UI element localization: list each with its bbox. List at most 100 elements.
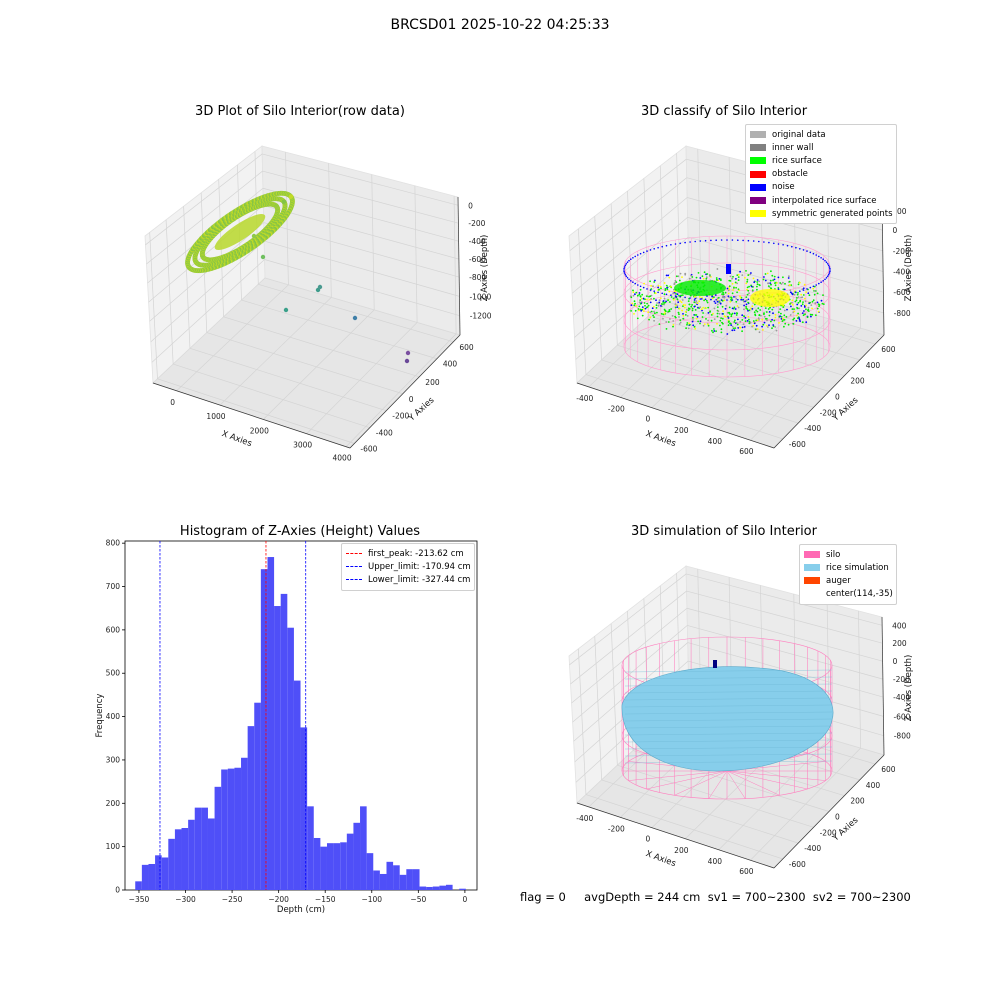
classified-point (679, 319, 682, 322)
classified-point (766, 272, 769, 275)
classified-point (762, 323, 765, 326)
classified-point (716, 306, 719, 308)
surface-mesh (624, 725, 833, 729)
classified-point (630, 310, 632, 312)
classified-point (668, 290, 671, 293)
x-tick-label: −50 (410, 895, 426, 904)
classified-point (637, 308, 640, 310)
classified-point (763, 313, 765, 316)
y-tick-label: 0 (835, 813, 840, 822)
classified-point (705, 276, 708, 279)
y-gridline (585, 374, 783, 440)
classified-point (748, 320, 751, 323)
classified-point (711, 329, 713, 332)
histogram-bar (135, 881, 142, 890)
classified-point (685, 327, 687, 330)
classified-point (745, 303, 748, 306)
z-gridline (570, 590, 687, 685)
noise-point (815, 254, 817, 256)
noise-point (802, 249, 805, 251)
classified-point (807, 306, 810, 309)
classified-point (639, 301, 641, 304)
outlier-point (405, 350, 411, 356)
classified-point (746, 320, 749, 322)
classified-point (782, 306, 785, 308)
classified-point (703, 323, 706, 325)
z-tick-label: 0 (892, 226, 897, 235)
classified-point (679, 272, 682, 275)
classified-point (649, 311, 652, 314)
classified-point (668, 276, 671, 279)
classified-point (736, 312, 739, 315)
classified-point (691, 320, 694, 323)
classified-point (731, 329, 734, 332)
classified-point (673, 290, 676, 293)
z-gridline (146, 170, 263, 265)
silo-ring (623, 235, 831, 297)
x-tick-label: 200 (674, 846, 689, 855)
classified-point (643, 282, 645, 285)
classified-point (682, 304, 685, 306)
classified-point (692, 324, 695, 327)
classified-point (746, 280, 749, 283)
classified-point (768, 324, 770, 327)
z-gridline (573, 217, 688, 316)
noise-point (632, 257, 634, 259)
classified-point (771, 318, 773, 321)
y-tick-label: 600 (459, 343, 474, 352)
y-gridline (165, 219, 174, 365)
classified-point (769, 282, 772, 284)
y-tick-label: -400 (804, 424, 821, 433)
noise-point (689, 241, 691, 243)
classified-point (753, 322, 756, 325)
classified-point (715, 277, 718, 279)
classified-point (776, 282, 778, 284)
noise-point (826, 263, 829, 265)
classified-point (699, 320, 702, 323)
classified-point (734, 319, 736, 322)
histogram-bar (188, 819, 195, 890)
silo-ring (623, 289, 831, 351)
noise-point (623, 269, 625, 271)
z-gridline (686, 573, 883, 626)
outlier-point (251, 233, 257, 239)
classified-point (821, 302, 824, 305)
classified-point (710, 314, 713, 316)
y-gridline (601, 359, 799, 424)
classified-point (767, 285, 770, 287)
classified-point (731, 325, 734, 328)
y-tick-label: 600 (881, 345, 896, 354)
classified-point (667, 274, 670, 277)
surface-mesh (624, 746, 833, 750)
classified-point (730, 297, 733, 299)
classified-point (770, 320, 772, 323)
classified-point (678, 316, 680, 318)
classified-point (739, 295, 741, 297)
z-gridline (687, 642, 884, 698)
classified-point (719, 302, 722, 305)
noise-point (649, 289, 652, 291)
silo-ring (623, 262, 831, 324)
legend-label: rice simulation (826, 562, 889, 573)
classified-point (634, 309, 637, 312)
classified-point (733, 286, 735, 289)
noise-point (632, 281, 634, 284)
classified-point (675, 281, 678, 283)
status-footer: flag = 0 avgDepth = 244 cm sv1 = 700~230… (520, 890, 911, 904)
noise-point (715, 299, 717, 301)
classified-point (814, 302, 817, 304)
classified-point (690, 305, 693, 308)
noise-point (625, 263, 628, 265)
classified-point (694, 327, 697, 330)
histogram-bar (267, 557, 275, 890)
panel4-title: 3D simulation of Silo Interior (631, 524, 817, 539)
classified-point (703, 271, 706, 274)
auger-marker (713, 660, 717, 668)
noise-point (642, 286, 645, 289)
x-gridline (306, 322, 418, 434)
classified-point (707, 323, 709, 326)
classified-point (802, 314, 805, 317)
legend-label: inner wall (772, 142, 814, 153)
classified-point (693, 301, 696, 304)
x-tick-label: 200 (674, 426, 689, 435)
